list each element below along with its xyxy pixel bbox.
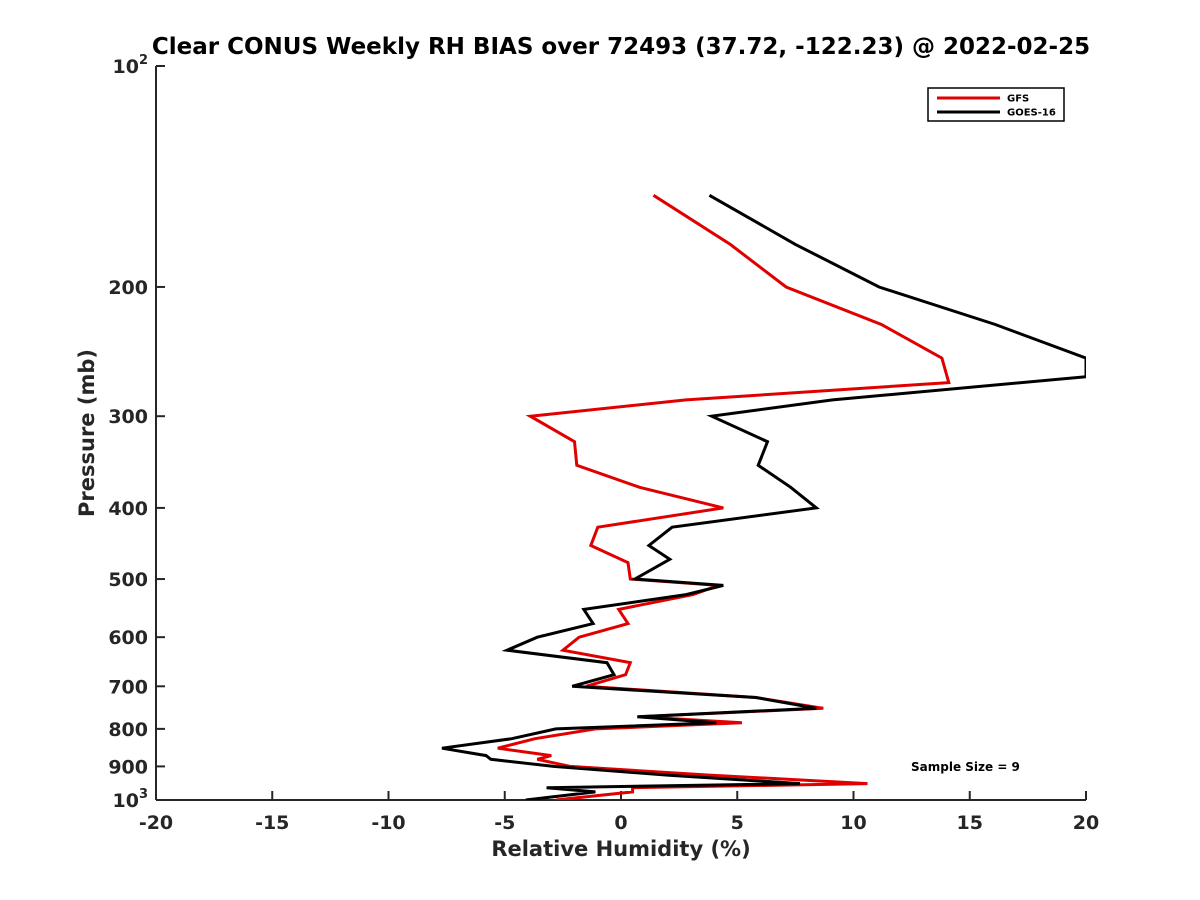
series-group [441, 193, 1086, 800]
chart-title: Clear CONUS Weekly RH BIAS over 72493 (3… [152, 34, 1090, 60]
y-tick-label: 800 [108, 719, 148, 741]
x-tick-label: 10 [840, 812, 866, 834]
x-tick-label: -10 [371, 812, 405, 834]
x-tick-label: 15 [957, 812, 983, 834]
series-line-gfs [497, 194, 951, 800]
y-tick-label: 600 [108, 627, 148, 649]
legend: GFS GOES-16 [927, 87, 1065, 122]
x-tick-label: 0 [614, 812, 627, 834]
x-tick-label: -15 [255, 812, 289, 834]
x-tick-label: 5 [731, 812, 744, 834]
y-tick-label: 300 [108, 406, 148, 428]
y-axis-label: Pressure (mb) [75, 349, 99, 517]
series-line-goes-16 [441, 193, 1086, 800]
x-tick-label: 20 [1073, 812, 1099, 834]
y-tick-label: 500 [108, 569, 148, 591]
y-tick-label: 700 [108, 676, 148, 698]
y-tick-label: 200 [108, 277, 148, 299]
y-tick-label: 103 [113, 787, 149, 812]
y-tick-label: 900 [108, 756, 148, 778]
y-tick-label: 400 [108, 498, 148, 520]
x-axis-label: Relative Humidity (%) [491, 837, 750, 861]
legend-label-gfs: GFS [1007, 94, 1029, 105]
sample-size-annotation: Sample Size = 9 [911, 760, 1020, 774]
x-tick-label: -20 [139, 812, 173, 834]
legend-label-goes-16: GOES-16 [1007, 108, 1056, 119]
x-tick-label: -5 [494, 812, 515, 834]
y-axis-ticks: 102 200 300 400 500 600 700 800 900 103 [108, 53, 165, 812]
x-axis-ticks: -20 -15 -10 -5 0 5 10 15 20 [139, 791, 1099, 834]
y-tick-label: 102 [113, 53, 149, 78]
legend-box [927, 87, 1065, 122]
